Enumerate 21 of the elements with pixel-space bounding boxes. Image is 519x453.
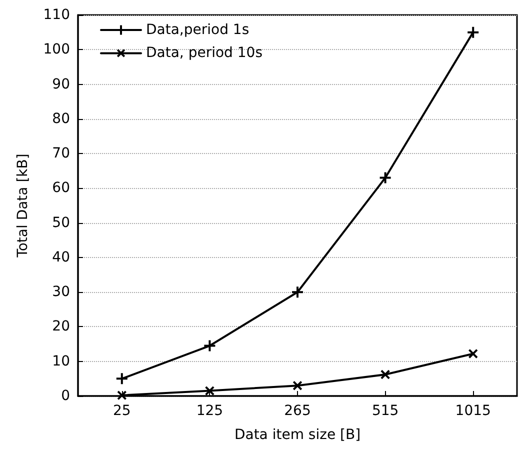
- y-tick-label: 110: [43, 7, 70, 23]
- x-tick-label: 1015: [455, 403, 491, 419]
- y-tick-label: 50: [52, 214, 70, 231]
- x-tick-label: 25: [112, 403, 131, 419]
- y-tick-label: 10: [52, 353, 70, 370]
- y-tick-label: 30: [52, 284, 70, 300]
- y-tick-label: 70: [52, 146, 70, 162]
- legend-label: Data, period 10s: [146, 45, 262, 62]
- y-tick-label: 80: [52, 110, 70, 127]
- y-tick-label: 60: [52, 180, 70, 196]
- y-tick-label: 40: [52, 249, 70, 266]
- x-axis-title: Data item size [B]: [234, 427, 361, 443]
- y-axis-title: Total Data [kB]: [15, 154, 31, 258]
- legend-label: Data,period 1s: [146, 22, 250, 38]
- x-tick-label: 265: [284, 403, 311, 419]
- x-tick-label: 515: [372, 403, 399, 419]
- y-tick-label: 90: [52, 76, 70, 92]
- y-tick-label: 20: [52, 318, 70, 335]
- y-tick-label: 100: [43, 42, 70, 58]
- y-tick-label: 0: [61, 388, 70, 404]
- x-tick-label: 125: [196, 403, 224, 419]
